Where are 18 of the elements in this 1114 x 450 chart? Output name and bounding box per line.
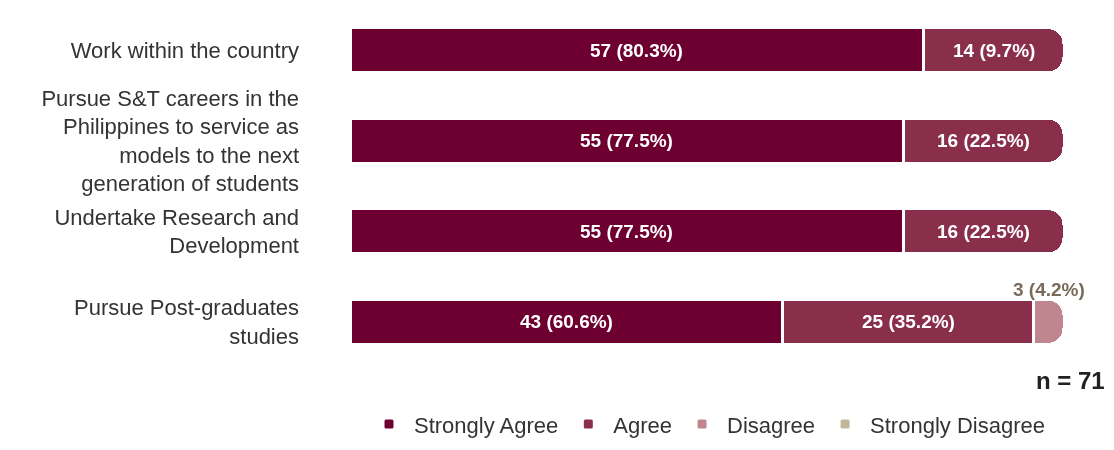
data-label: 57 (80.3%) (590, 40, 683, 61)
data-label: 16 (22.5%) (937, 221, 1030, 242)
y-tick-label: Undertake Research and Development (54, 204, 299, 259)
annotation: n = 71 (1036, 367, 1105, 394)
legend-label: Agree (613, 412, 673, 438)
data-label: 43 (60.6%) (520, 311, 613, 332)
legend-label: Strongly Agree (414, 412, 559, 438)
data-label: 55 (77.5%) (580, 221, 673, 242)
y-tick-label: Work within the country (70, 37, 299, 63)
data-label: 14 (9.7%) (953, 40, 1036, 61)
data-label: 25 (35.2%) (862, 311, 955, 332)
legend-label: Disagree (727, 412, 816, 438)
y-tick-label: Pursue S&T careers in the Philippines to service as models to the next generation of students (41, 85, 299, 197)
data-label: 16 (22.5%) (937, 130, 1030, 151)
y-tick-label: Pursue Post-graduates studies (73, 295, 299, 349)
legend-label: Strongly Disagree (870, 412, 1045, 438)
data-label: 3 (4.2%) (1013, 279, 1085, 300)
data-label: 55 (77.5%) (580, 130, 673, 151)
